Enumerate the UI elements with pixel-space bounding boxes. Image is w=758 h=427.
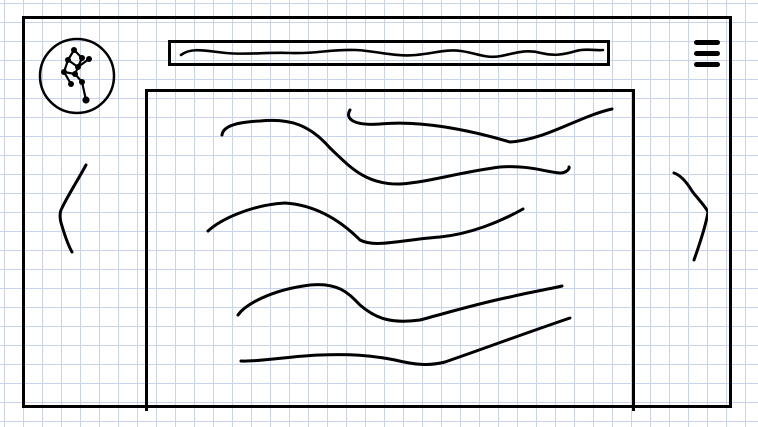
chevron-left-icon [48,160,88,260]
hamburger-menu-button[interactable]: hamburger-menu-icon [688,36,726,74]
address-bar[interactable]: scribbled-text-placeholder [168,40,610,66]
menu-bar-bottom [694,62,720,67]
menu-bar-top [694,40,720,45]
previous-button[interactable]: chevron-left-icon [48,160,88,260]
content-panel [145,89,635,411]
menu-bar-middle [694,51,720,56]
logo[interactable]: network-graph-icon [38,37,116,115]
address-bar-scribble [171,43,613,69]
network-graph-icon [38,37,116,115]
chevron-right-icon [668,165,708,265]
next-button[interactable]: chevron-right-icon [668,165,708,265]
